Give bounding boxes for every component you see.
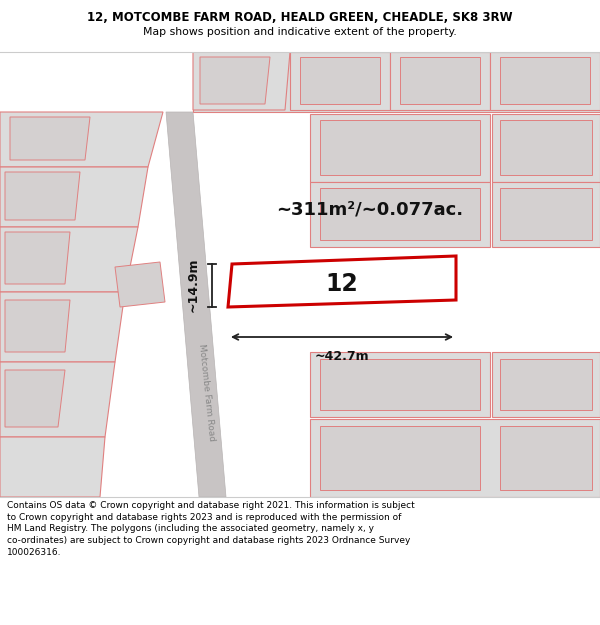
Polygon shape — [0, 362, 115, 437]
Polygon shape — [320, 359, 480, 410]
Polygon shape — [200, 57, 270, 104]
Polygon shape — [0, 292, 125, 362]
Polygon shape — [166, 112, 226, 497]
Polygon shape — [310, 182, 490, 247]
Polygon shape — [492, 114, 600, 182]
Text: Motcombe Farm Road: Motcombe Farm Road — [197, 342, 217, 441]
Polygon shape — [500, 359, 592, 410]
Text: Contains OS data © Crown copyright and database right 2021. This information is : Contains OS data © Crown copyright and d… — [7, 501, 415, 557]
Text: ~311m²/~0.077ac.: ~311m²/~0.077ac. — [277, 201, 464, 219]
Polygon shape — [500, 188, 592, 240]
Polygon shape — [193, 52, 600, 112]
Text: ~14.9m: ~14.9m — [187, 258, 200, 312]
Polygon shape — [10, 117, 90, 160]
Polygon shape — [500, 426, 592, 490]
Polygon shape — [320, 188, 480, 240]
Polygon shape — [193, 52, 290, 110]
Polygon shape — [310, 419, 600, 497]
Polygon shape — [500, 120, 592, 175]
Polygon shape — [492, 182, 600, 247]
Text: Map shows position and indicative extent of the property.: Map shows position and indicative extent… — [143, 28, 457, 38]
Polygon shape — [320, 120, 480, 175]
Polygon shape — [5, 300, 70, 352]
Polygon shape — [320, 426, 480, 490]
Polygon shape — [310, 352, 490, 417]
Text: 12: 12 — [326, 272, 358, 296]
Polygon shape — [115, 262, 165, 307]
Text: 12, MOTCOMBE FARM ROAD, HEALD GREEN, CHEADLE, SK8 3RW: 12, MOTCOMBE FARM ROAD, HEALD GREEN, CHE… — [87, 11, 513, 24]
Polygon shape — [300, 57, 380, 104]
Polygon shape — [492, 352, 600, 417]
Polygon shape — [390, 52, 490, 110]
Polygon shape — [0, 112, 163, 167]
Polygon shape — [5, 232, 70, 284]
Polygon shape — [500, 57, 590, 104]
Polygon shape — [5, 370, 65, 427]
Polygon shape — [0, 167, 148, 227]
Text: ~42.7m: ~42.7m — [314, 350, 370, 363]
Polygon shape — [310, 114, 490, 182]
Polygon shape — [400, 57, 480, 104]
Polygon shape — [0, 227, 138, 292]
Polygon shape — [490, 52, 600, 110]
Polygon shape — [5, 172, 80, 220]
Polygon shape — [0, 437, 105, 497]
Polygon shape — [290, 52, 390, 110]
Polygon shape — [228, 256, 456, 307]
